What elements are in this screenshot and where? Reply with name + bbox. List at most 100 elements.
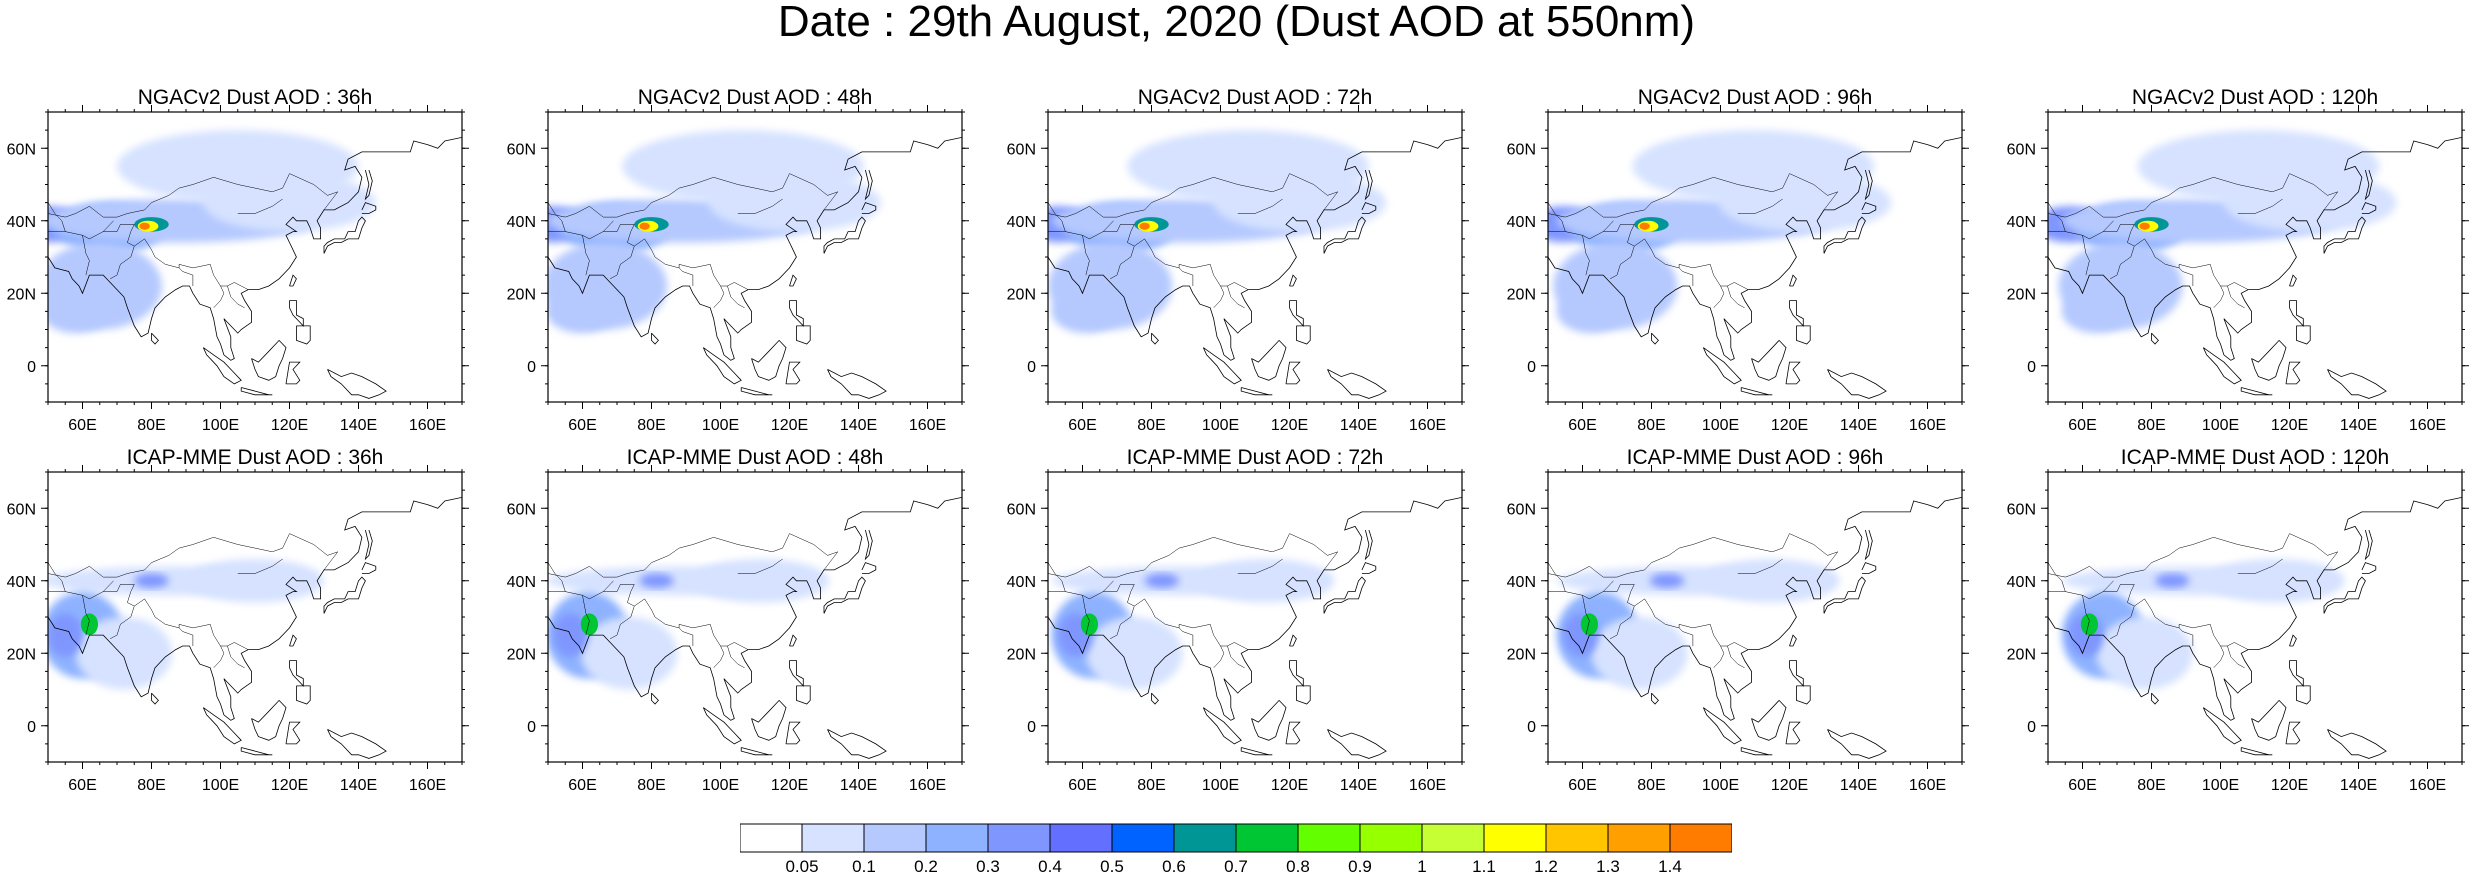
country-border bbox=[713, 285, 725, 308]
coastline bbox=[2295, 325, 2311, 345]
coastline bbox=[1795, 685, 1811, 705]
country-border bbox=[178, 267, 194, 286]
lon-tick-label: 60E bbox=[1068, 417, 1096, 434]
country-border bbox=[2213, 285, 2225, 308]
country-border bbox=[548, 224, 635, 280]
lon-tick-label: 160E bbox=[2409, 777, 2446, 794]
country-border bbox=[2048, 584, 2135, 640]
country-border bbox=[2178, 267, 2194, 286]
country-border bbox=[227, 285, 245, 309]
lat-tick-label: 40N bbox=[1507, 574, 1536, 591]
coastline bbox=[1202, 347, 1242, 385]
colorbar-swatch bbox=[1607, 823, 1671, 853]
aod-contour bbox=[1649, 573, 1685, 588]
country-border bbox=[2178, 627, 2194, 646]
coastline bbox=[364, 169, 373, 201]
lat-tick-label: 0 bbox=[1027, 359, 1036, 376]
country-border bbox=[2237, 558, 2283, 574]
lon-tick-label: 160E bbox=[1909, 417, 1946, 434]
coastline bbox=[323, 576, 366, 614]
coastlines bbox=[1048, 497, 1462, 759]
country-border bbox=[48, 584, 135, 640]
coastline bbox=[289, 300, 304, 327]
lon-tick-label: 160E bbox=[1909, 777, 1946, 794]
coastline bbox=[2361, 202, 2377, 214]
lon-tick-label: 80E bbox=[2137, 777, 2165, 794]
lon-tick-label: 160E bbox=[909, 777, 946, 794]
lat-tick-label: 60N bbox=[507, 501, 536, 518]
map-panel: ICAP-MME Dust AOD : 120h 60E 80E 100E 120E 14… bbox=[2000, 446, 2473, 802]
panel-title: ICAP-MME Dust AOD : 72h bbox=[1126, 446, 1384, 469]
map-svg: 60E 80E 100E 120E 140E 160E 60N 40N 20N 0 bbox=[2007, 105, 2469, 434]
country-border bbox=[227, 645, 245, 669]
colorbar-label: 0.2 bbox=[914, 857, 938, 874]
coastline bbox=[240, 747, 273, 756]
aod-contour bbox=[2061, 289, 2131, 334]
lon-tick-label: 140E bbox=[1340, 417, 1377, 434]
country-border bbox=[103, 220, 114, 232]
country-border bbox=[48, 173, 339, 218]
aod-contour bbox=[1591, 617, 1688, 690]
colorbar-label: 0.8 bbox=[1286, 857, 1310, 874]
coastline bbox=[789, 660, 804, 687]
country-border bbox=[134, 238, 249, 290]
coastline bbox=[323, 216, 366, 254]
aod-contour bbox=[1580, 613, 1599, 636]
map-panel: ICAP-MME Dust AOD : 48h 60E 80E 100E 120E 140… bbox=[500, 446, 982, 802]
coastline bbox=[1364, 169, 1373, 201]
country-border bbox=[1737, 198, 1783, 214]
aod-contour bbox=[1085, 617, 1183, 690]
coastline bbox=[1048, 137, 1462, 361]
coastline bbox=[2323, 216, 2366, 254]
lat-tick-label: 0 bbox=[527, 359, 536, 376]
lat-tick-label: 40N bbox=[507, 574, 536, 591]
colorbar-label: 0.7 bbox=[1224, 857, 1248, 874]
lon-tick-label: 100E bbox=[202, 777, 239, 794]
lon-tick-label: 140E bbox=[1340, 777, 1377, 794]
colorbar-label: 0.3 bbox=[976, 857, 1000, 874]
coastline bbox=[1289, 300, 1304, 327]
colorbar-label: 0.5 bbox=[1100, 857, 1124, 874]
lat-tick-label: 20N bbox=[7, 646, 36, 663]
coastline bbox=[1240, 747, 1273, 756]
country-border bbox=[678, 267, 694, 286]
colorbar-svg: 0.05 0.1 0.2 0.3 0.4 0.5 0.6 0.7 0.8 0.9 1 1.1 1.2 1.… bbox=[740, 823, 1732, 874]
map-svg: 60E 80E 100E 120E 140E 160E 60N 40N 20N 0 bbox=[507, 465, 969, 794]
lon-tick-label: 60E bbox=[568, 777, 596, 794]
coastline bbox=[827, 369, 887, 399]
coastline bbox=[1823, 576, 1866, 614]
coastline bbox=[864, 529, 873, 561]
colorbar-swatch bbox=[1483, 823, 1547, 853]
lon-tick-label: 100E bbox=[1202, 777, 1239, 794]
lon-tick-label: 100E bbox=[202, 417, 239, 434]
country-border bbox=[1634, 238, 1749, 290]
map-svg: 60E 80E 100E 120E 140E 160E 60N 40N 20N 0 bbox=[1007, 105, 1469, 434]
coastline bbox=[1323, 216, 1366, 254]
lon-tick-label: 120E bbox=[2271, 777, 2308, 794]
coastline bbox=[789, 274, 797, 287]
country-border bbox=[2134, 598, 2249, 650]
lon-tick-label: 140E bbox=[1840, 417, 1877, 434]
coastline bbox=[1289, 274, 1297, 287]
colorbar-swatch bbox=[863, 823, 927, 853]
coastline bbox=[1789, 274, 1797, 287]
country-border bbox=[48, 562, 66, 592]
coastline bbox=[1789, 660, 1804, 687]
lat-tick-label: 20N bbox=[7, 286, 36, 303]
aod-field bbox=[1048, 130, 1387, 334]
panel-title: NGACv2 Dust AOD : 72h bbox=[1137, 86, 1373, 109]
lat-tick-label: 40N bbox=[7, 574, 36, 591]
coastline bbox=[48, 497, 462, 721]
lon-tick-label: 100E bbox=[2202, 777, 2239, 794]
lon-tick-label: 60E bbox=[1068, 777, 1096, 794]
colorbar-swatch bbox=[1421, 823, 1485, 853]
map-svg: 60E 80E 100E 120E 140E 160E 60N 40N 20N 0 bbox=[1507, 105, 1969, 434]
coastline bbox=[251, 699, 287, 741]
coastline bbox=[1048, 497, 1462, 721]
lat-tick-label: 0 bbox=[27, 719, 36, 736]
coastline bbox=[795, 685, 811, 705]
country-border bbox=[82, 595, 90, 636]
country-border bbox=[1103, 220, 1114, 232]
lat-tick-label: 60N bbox=[7, 141, 36, 158]
lon-tick-label: 60E bbox=[68, 777, 96, 794]
